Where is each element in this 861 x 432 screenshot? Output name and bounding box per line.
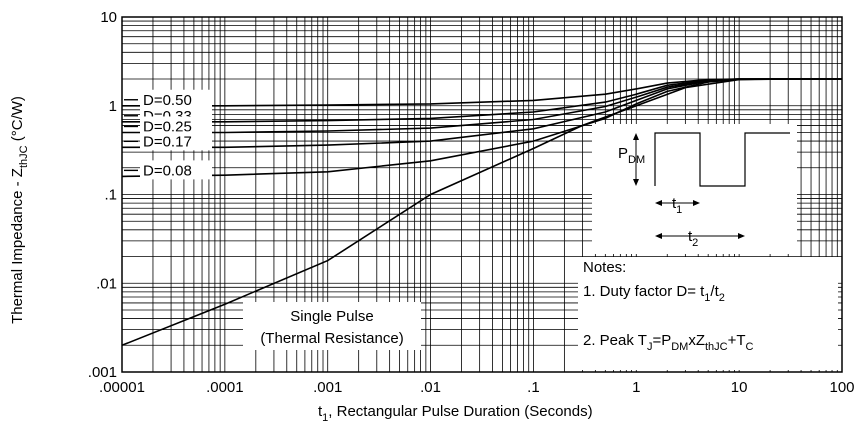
single-pulse-label: Single Pulse (Thermal Resistance) xyxy=(243,302,421,350)
single-pulse-line1: Single Pulse xyxy=(290,308,373,325)
tick-labels: .00001 .0001 .001 .01 .1 1 10 100 .001 .01 .1 1 10 xyxy=(88,9,855,396)
t1-arrow-head-right xyxy=(693,200,700,206)
single-pulse-label-bg xyxy=(243,302,421,350)
notes-title: Notes: xyxy=(583,259,626,276)
y-tick-label: 10 xyxy=(100,9,117,26)
y-tick-label: .1 xyxy=(104,187,117,204)
legend-label: D=0.50 xyxy=(143,92,192,109)
x-tick-label: .00001 xyxy=(99,379,145,396)
pulse-inset: PDM t1 t2 xyxy=(592,124,797,254)
x-tick-label: 100 xyxy=(829,379,854,396)
legend-label-bg xyxy=(140,160,212,180)
legend: D=0.50D=0.33D=0.25D=0.17D=0.08 xyxy=(124,89,212,180)
t1-label: t1 xyxy=(672,195,682,216)
y-tick-label: 1 xyxy=(109,98,117,115)
x-tick-label: 1 xyxy=(632,379,640,396)
legend-label: D=0.08 xyxy=(143,162,192,179)
note-2: 2. Peak TJ=PDMxZthJC+TC xyxy=(583,332,754,353)
t1-arrow-head-left xyxy=(655,200,662,206)
series-line xyxy=(121,78,842,347)
series-lines xyxy=(121,78,842,347)
legend-label-bg xyxy=(140,131,212,151)
pulse-waveform xyxy=(654,132,790,187)
pulse-inset-bg xyxy=(592,124,797,254)
pdm-arrow-head-top xyxy=(633,133,639,140)
x-axis-label: t1, Rectangular Pulse Duration (Seconds) xyxy=(318,403,593,424)
note-1: 1. Duty factor D= t1/t2 xyxy=(583,283,725,304)
series-line xyxy=(122,78,842,123)
y-axis-label: Thermal Impedance - ZthJC (°C/W) xyxy=(9,96,30,324)
legend-label-bg xyxy=(140,116,212,136)
x-tick-label: 10 xyxy=(731,379,748,396)
t2-label: t2 xyxy=(688,228,698,249)
t2-arrow-head-left xyxy=(655,233,662,239)
pdm-label: PDM xyxy=(618,145,645,166)
series-line xyxy=(122,78,842,107)
single-pulse-line2: (Thermal Resistance) xyxy=(260,330,403,347)
notes-box: Notes: 1. Duty factor D= t1/t2 2. Peak T… xyxy=(578,257,838,370)
plot-frame xyxy=(121,16,843,373)
legend-label-bg xyxy=(140,89,212,109)
x-tick-label: .001 xyxy=(313,379,342,396)
y-tick-label: .001 xyxy=(88,364,117,381)
legend-label: D=0.25 xyxy=(143,118,192,135)
pdm-arrow-head-bottom xyxy=(633,179,639,186)
x-tick-label: .0001 xyxy=(206,379,244,396)
x-tick-label: .1 xyxy=(527,379,540,396)
y-tick-label: .01 xyxy=(96,275,117,292)
legend-label: D=0.17 xyxy=(143,133,192,150)
t2-arrow-head-right xyxy=(738,233,745,239)
notes-box-bg xyxy=(578,257,838,370)
x-tick-label: .01 xyxy=(420,379,441,396)
